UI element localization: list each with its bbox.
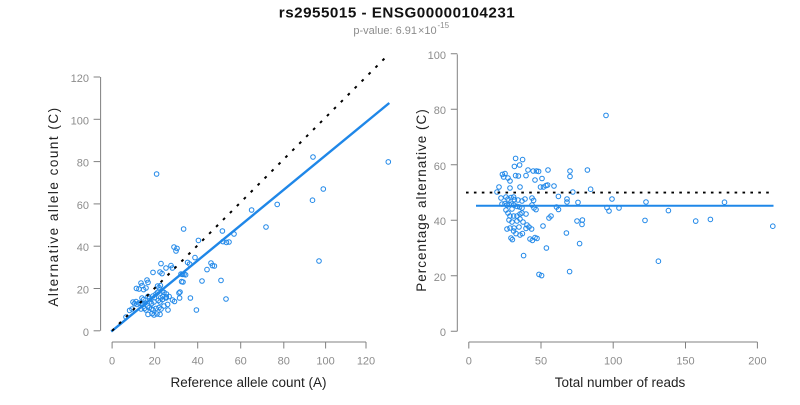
- svg-text:0: 0: [440, 327, 446, 339]
- svg-text:100: 100: [316, 356, 334, 368]
- svg-text:Percentage alternative (C): Percentage alternative (C): [414, 108, 429, 292]
- svg-text:120: 120: [357, 356, 375, 368]
- svg-text:120: 120: [71, 73, 89, 85]
- svg-text:100: 100: [428, 50, 446, 62]
- svg-text:p-value: 6.91: p-value: 6.91: [353, 25, 417, 37]
- svg-text:Alternative allele count (C): Alternative allele count (C): [46, 106, 61, 306]
- svg-text:40: 40: [434, 216, 446, 228]
- svg-text:40: 40: [77, 242, 89, 254]
- svg-text:150: 150: [676, 356, 694, 368]
- svg-text:20: 20: [149, 356, 161, 368]
- svg-text:80: 80: [434, 105, 446, 117]
- svg-text:20: 20: [434, 272, 446, 284]
- svg-text:rs2955015 - ENSG00000104231: rs2955015 - ENSG00000104231: [279, 5, 515, 22]
- svg-text:60: 60: [235, 356, 247, 368]
- svg-text:200: 200: [748, 356, 766, 368]
- svg-text:0: 0: [83, 327, 89, 339]
- svg-text:20: 20: [77, 285, 89, 297]
- svg-text:Total number of reads: Total number of reads: [555, 375, 686, 390]
- svg-text:0: 0: [466, 356, 472, 368]
- svg-text:40: 40: [192, 356, 204, 368]
- svg-text:100: 100: [604, 356, 622, 368]
- svg-text:80: 80: [77, 158, 89, 170]
- svg-text:80: 80: [278, 356, 290, 368]
- svg-text:×10: ×10: [418, 25, 437, 37]
- svg-text:Reference allele count (A): Reference allele count (A): [170, 375, 326, 390]
- svg-text:100: 100: [71, 115, 89, 127]
- svg-text:60: 60: [434, 161, 446, 173]
- svg-text:60: 60: [77, 200, 89, 212]
- svg-text:-15: -15: [438, 21, 450, 30]
- svg-text:0: 0: [109, 356, 115, 368]
- svg-text:50: 50: [535, 356, 547, 368]
